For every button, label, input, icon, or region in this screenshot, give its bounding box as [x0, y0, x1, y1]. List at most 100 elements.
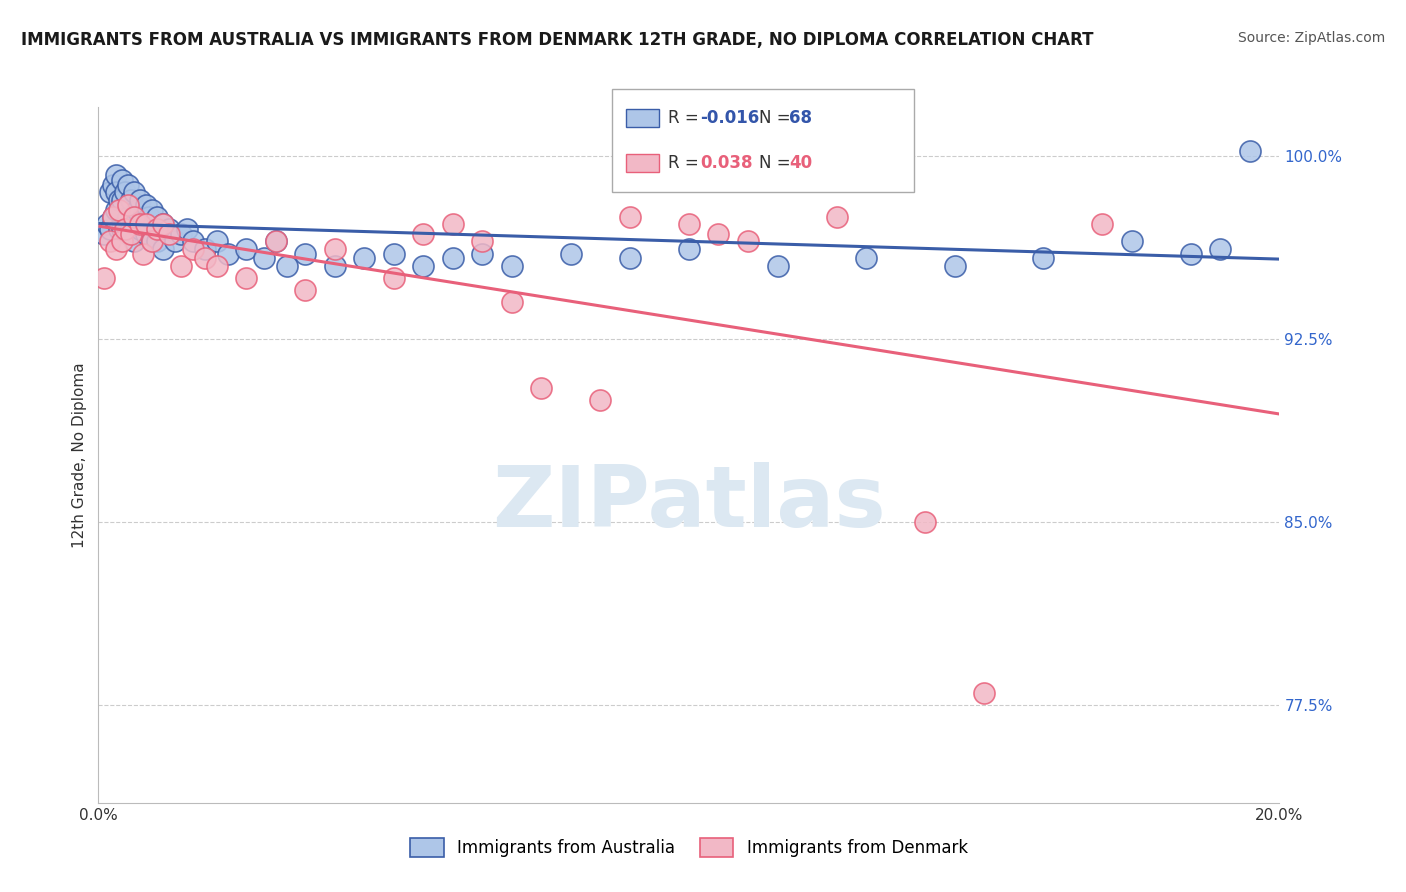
Point: [103, 210, 125, 224]
Point: [122, 235, 145, 249]
Point: [146, 235, 169, 249]
Point: [108, 193, 131, 207]
Point: [382, 271, 405, 285]
Point: [1239, 144, 1261, 158]
Point: [93, 227, 115, 241]
Point: [146, 210, 169, 224]
Point: [157, 222, 180, 236]
Text: N =: N =: [759, 109, 796, 127]
Point: [181, 242, 204, 256]
Point: [98, 222, 121, 236]
Point: [471, 246, 494, 260]
Point: [141, 202, 163, 217]
Point: [560, 246, 582, 260]
Point: [105, 169, 128, 183]
Point: [205, 235, 228, 249]
Point: [678, 242, 700, 256]
Point: [111, 222, 134, 236]
Y-axis label: 12th Grade, No Diploma: 12th Grade, No Diploma: [72, 362, 87, 548]
Point: [294, 246, 316, 260]
Point: [412, 227, 434, 241]
Point: [264, 235, 287, 249]
Text: ZIPatlas: ZIPatlas: [492, 462, 886, 545]
Point: [619, 210, 641, 224]
Point: [125, 202, 148, 217]
Point: [412, 259, 434, 273]
Point: [217, 246, 239, 260]
Point: [707, 227, 730, 241]
Point: [1121, 235, 1143, 249]
Point: [114, 186, 136, 200]
Point: [138, 210, 160, 224]
Point: [943, 259, 966, 273]
Point: [117, 197, 139, 211]
Point: [501, 259, 523, 273]
Point: [135, 217, 157, 231]
Point: [441, 217, 464, 231]
Point: [501, 295, 523, 310]
Text: R =: R =: [668, 109, 704, 127]
Point: [98, 186, 121, 200]
Point: [1091, 217, 1114, 231]
Point: [253, 252, 276, 266]
Point: [122, 210, 145, 224]
Point: [152, 217, 174, 231]
Point: [108, 202, 131, 217]
Point: [117, 227, 139, 241]
Point: [105, 202, 128, 217]
Point: [141, 235, 163, 249]
Point: [276, 259, 298, 273]
Point: [619, 252, 641, 266]
Point: [152, 217, 174, 231]
Point: [530, 381, 553, 395]
Point: [353, 252, 375, 266]
Point: [323, 259, 346, 273]
Text: IMMIGRANTS FROM AUSTRALIA VS IMMIGRANTS FROM DENMARK 12TH GRADE, NO DIPLOMA CORR: IMMIGRANTS FROM AUSTRALIA VS IMMIGRANTS …: [21, 31, 1094, 49]
Point: [111, 173, 134, 187]
Point: [128, 222, 150, 236]
Point: [1209, 242, 1232, 256]
Point: [141, 235, 163, 249]
Text: 68: 68: [789, 109, 811, 127]
Point: [737, 235, 759, 249]
Point: [128, 217, 150, 231]
Point: [678, 217, 700, 231]
Point: [98, 235, 121, 249]
Point: [117, 210, 139, 224]
Point: [128, 193, 150, 207]
Point: [589, 392, 612, 407]
Text: 40: 40: [789, 154, 811, 172]
Point: [122, 186, 145, 200]
Point: [103, 178, 125, 193]
Point: [194, 242, 217, 256]
Point: [157, 227, 180, 241]
Point: [855, 252, 877, 266]
Text: 0.038: 0.038: [700, 154, 752, 172]
Point: [165, 235, 187, 249]
Point: [205, 259, 228, 273]
Text: N =: N =: [759, 154, 796, 172]
Point: [766, 259, 789, 273]
Point: [120, 193, 142, 207]
Point: [114, 222, 136, 236]
Point: [103, 210, 125, 224]
Point: [323, 242, 346, 256]
Point: [105, 242, 128, 256]
Point: [96, 217, 118, 231]
Point: [93, 271, 115, 285]
Point: [108, 222, 131, 236]
Point: [294, 283, 316, 297]
Point: [1032, 252, 1054, 266]
Point: [1180, 246, 1202, 260]
Legend: Immigrants from Australia, Immigrants from Denmark: Immigrants from Australia, Immigrants fr…: [404, 831, 974, 864]
Point: [382, 246, 405, 260]
Point: [111, 235, 134, 249]
Point: [441, 252, 464, 266]
Point: [471, 235, 494, 249]
Point: [117, 178, 139, 193]
Point: [181, 235, 204, 249]
Point: [170, 227, 193, 241]
Point: [235, 242, 257, 256]
Text: -0.016: -0.016: [700, 109, 759, 127]
Point: [135, 197, 157, 211]
